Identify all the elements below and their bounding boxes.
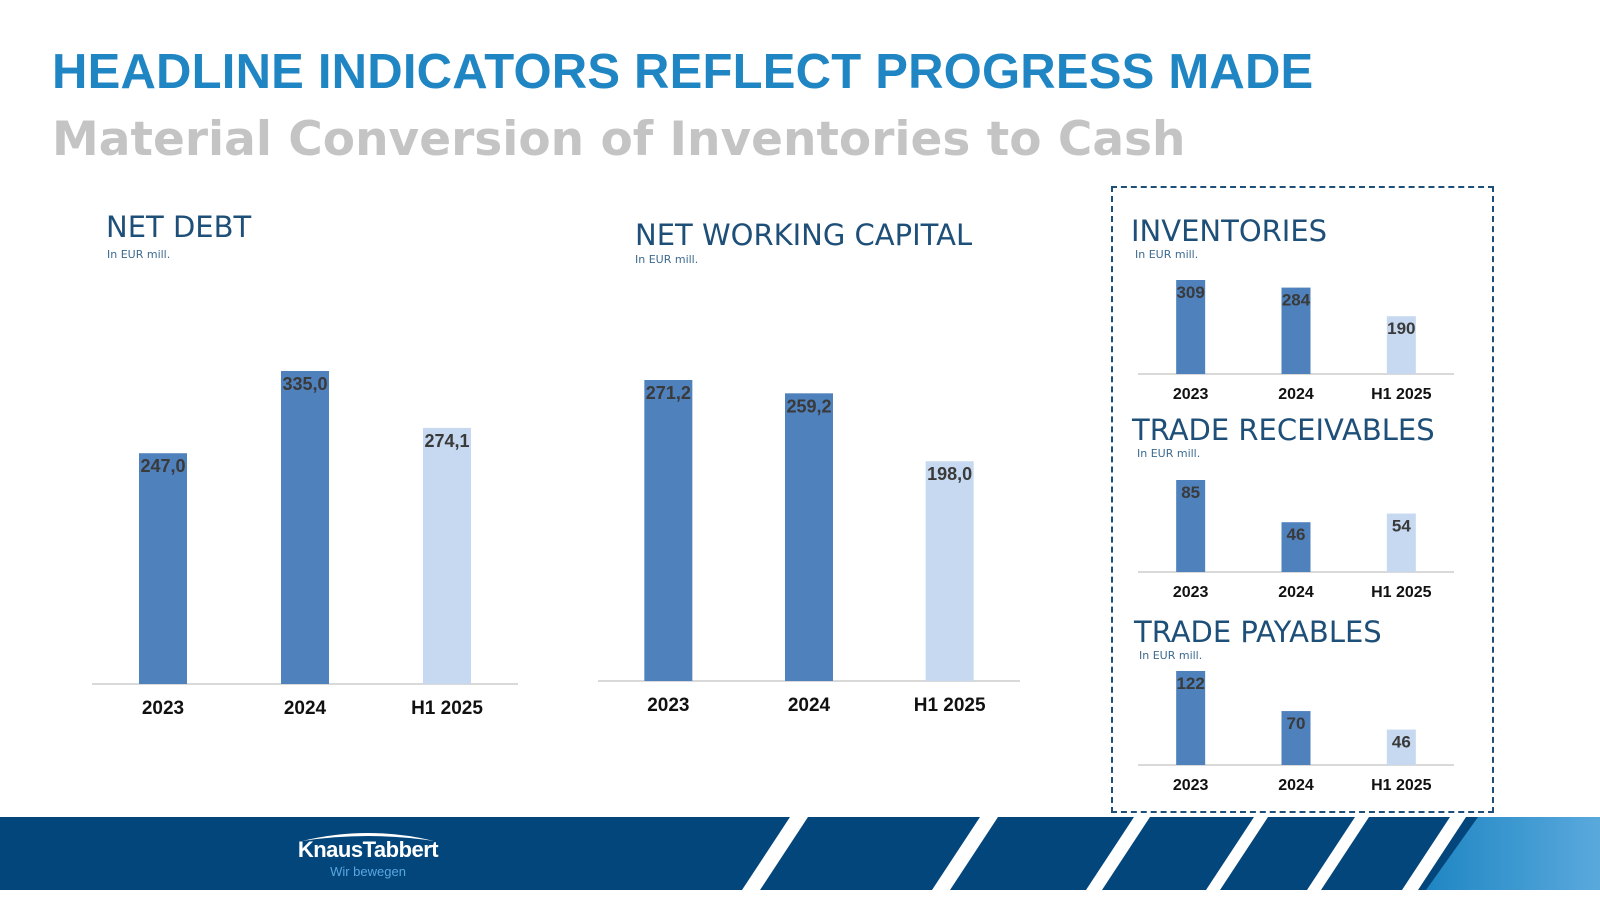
net-working-capital-category-label: H1 2025: [914, 695, 986, 716]
trade-payables-unit: In EUR mill.: [1139, 649, 1203, 662]
net-debt-value-label: 335,0: [282, 374, 327, 394]
net-working-capital-bar-2024: [785, 393, 833, 681]
inventories-title: INVENTORIES: [1131, 214, 1328, 248]
company-logo[interactable]: KnausTabbert Wir bewegen: [288, 819, 448, 883]
trade-receivables-unit: In EUR mill.: [1137, 447, 1201, 460]
net-debt-category-label: 2023: [142, 698, 184, 719]
inventories-value-label: 190: [1387, 319, 1415, 338]
net-working-capital-unit: In EUR mill.: [635, 253, 699, 266]
net-working-capital-bar-2023: [644, 380, 693, 681]
net-debt-value-label: 274,1: [424, 431, 469, 451]
footer-stripe: [1206, 817, 1268, 890]
inventories-category-label: 2024: [1278, 386, 1314, 403]
trade-payables-bar-2023: [1176, 671, 1206, 765]
net-debt-category-label: H1 2025: [411, 698, 483, 719]
footer-stripe: [1307, 817, 1369, 890]
net-working-capital-bar-h1-2025: [925, 461, 974, 681]
net-working-capital-category-label: 2024: [788, 695, 831, 716]
trade-payables-category-label: H1 2025: [1371, 777, 1432, 794]
trade-receivables-category-label: H1 2025: [1371, 584, 1432, 601]
trade-payables-bar-2024: [1281, 711, 1311, 765]
slide-headline: HEADLINE INDICATORS REFLECT PROGRESS MAD…: [52, 45, 1314, 99]
net-working-capital-value-label: 259,2: [786, 396, 831, 416]
trade-payables-title: TRADE PAYABLES: [1134, 615, 1382, 649]
inventories-bar-h1-2025: [1386, 316, 1416, 374]
footer-stripe: [1402, 817, 1466, 890]
inventories-unit: In EUR mill.: [1135, 248, 1199, 261]
trade-receivables-title: TRADE RECEIVABLES: [1132, 413, 1435, 447]
net-working-capital-category-label: 2023: [647, 695, 689, 716]
footer-stripe: [1086, 817, 1150, 890]
logo-tagline: Wir bewegen: [330, 864, 406, 879]
net-debt-title: NET DEBT: [106, 210, 252, 244]
inventories-category-label: H1 2025: [1371, 386, 1432, 403]
trade-payables-value-label: 122: [1176, 674, 1204, 693]
trade-receivables-category-label: 2023: [1173, 584, 1209, 601]
trade-payables-value-label: 46: [1392, 733, 1411, 752]
footer-gradient-corner: [1426, 817, 1600, 890]
logo-wordmark: KnausTabbert: [297, 837, 439, 862]
footer-stripe: [742, 817, 808, 890]
balance-items-panel: [1111, 186, 1494, 813]
trade-receivables-value-label: 46: [1287, 525, 1306, 544]
inventories-bar-2024: [1281, 287, 1311, 374]
trade-receivables-value-label: 54: [1392, 517, 1411, 536]
trade-payables-bar-h1-2025: [1386, 729, 1416, 765]
trade-receivables-bar-2023: [1176, 480, 1206, 572]
footer-band: [0, 817, 1600, 890]
trade-receivables-bar-2024: [1281, 522, 1311, 572]
logo-swoosh-icon: [302, 833, 434, 841]
net-working-capital-title: NET WORKING CAPITAL: [635, 218, 973, 252]
inventories-category-label: 2023: [1173, 386, 1209, 403]
trade-receivables-category-label: 2024: [1278, 584, 1314, 601]
slide-subtitle: Material Conversion of Inventories to Ca…: [52, 112, 1186, 167]
net-working-capital-value-label: 271,2: [646, 383, 691, 403]
trade-payables-value-label: 70: [1287, 714, 1306, 733]
net-debt-bar-2024: [281, 371, 329, 684]
footer-stripe: [932, 817, 998, 890]
net-debt-bar-2023: [139, 453, 187, 684]
inventories-value-label: 284: [1282, 291, 1311, 310]
trade-receivables-value-label: 85: [1181, 483, 1200, 502]
net-debt-value-label: 247,0: [140, 456, 185, 476]
trade-receivables-bar-h1-2025: [1386, 513, 1416, 572]
net-debt-category-label: 2024: [284, 698, 327, 719]
net-debt-unit: In EUR mill.: [107, 248, 171, 261]
inventories-value-label: 309: [1176, 283, 1204, 302]
net-debt-bar-h1-2025: [423, 427, 471, 684]
trade-payables-category-label: 2023: [1173, 777, 1209, 794]
trade-payables-category-label: 2024: [1278, 777, 1314, 794]
net-working-capital-value-label: 198,0: [927, 464, 972, 484]
inventories-bar-2023: [1176, 280, 1206, 374]
